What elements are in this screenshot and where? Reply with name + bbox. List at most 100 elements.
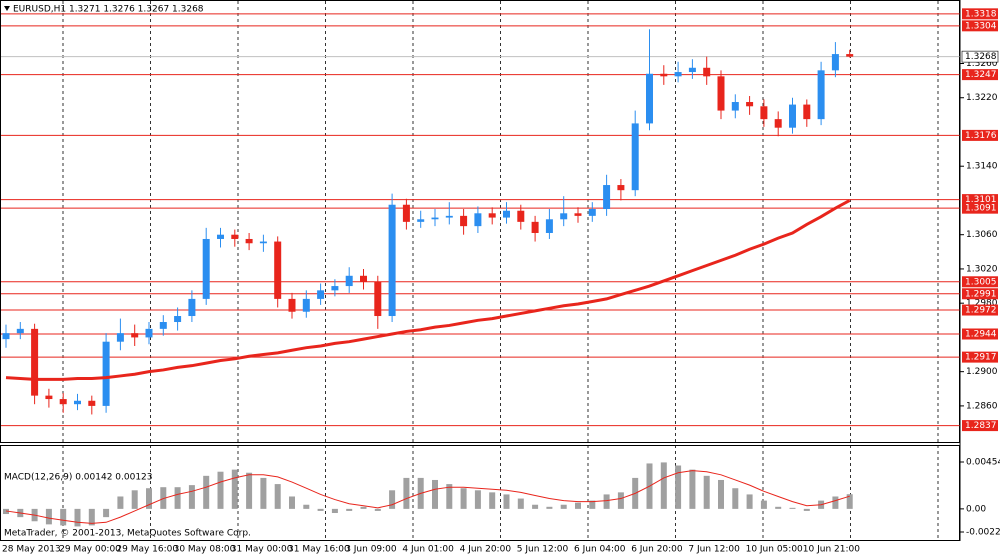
candle-body [774, 119, 782, 128]
candle-body [345, 275, 353, 287]
macd-bar [231, 469, 238, 509]
candle-body [417, 219, 425, 222]
candle-body [317, 290, 325, 299]
macd-bar [589, 500, 596, 509]
current-price-box [961, 50, 999, 63]
candle-body [717, 76, 725, 111]
macd-bar [88, 508, 95, 526]
macd-bar [60, 508, 67, 526]
macd-bar [775, 506, 782, 509]
symbol-menu-icon[interactable] [4, 6, 10, 11]
macd-bar [432, 479, 438, 509]
macd-bar [746, 494, 753, 509]
macd-bar [460, 488, 467, 509]
candle-body [431, 217, 439, 220]
macd-bar [188, 485, 195, 509]
level-label-box [962, 328, 998, 340]
level-label: 1.3005 [965, 277, 997, 287]
candle-body [188, 298, 196, 317]
level-label-box [962, 202, 998, 214]
level-label: 1.3091 [965, 204, 997, 214]
candle-body [88, 400, 96, 406]
candle-body [646, 73, 653, 124]
candle-body [517, 210, 525, 222]
candle-body [817, 70, 825, 120]
candle-body [388, 204, 396, 317]
macd-bar [546, 506, 553, 509]
candle-body [631, 123, 639, 191]
x-tick-label: 30 May 08:00 [174, 545, 236, 555]
candle-body [45, 395, 53, 400]
macd-bar [103, 508, 110, 518]
level-label-box [962, 8, 998, 20]
candle-body [274, 241, 282, 299]
x-tick-label: 3 Jun 09:00 [345, 545, 397, 555]
level-label-box [962, 129, 998, 141]
level-label: 1.3318 [965, 9, 997, 19]
macd-bar [217, 471, 224, 509]
macd-bar [617, 492, 624, 509]
candle-body [488, 213, 496, 218]
candle-body [59, 399, 67, 405]
price-plot [1, 13, 960, 427]
candle-body [803, 104, 811, 120]
macd-bar [660, 462, 667, 509]
x-tick-label: 4 Jun 01:00 [402, 545, 454, 555]
candle-body [145, 328, 153, 338]
level-label: 1.2944 [965, 329, 997, 339]
macd-bar [575, 502, 581, 509]
y-tick-label: 1.3220 [966, 93, 998, 103]
chart-title: EURUSD,H1 1.3271 1.3276 1.3267 1.3268 [13, 5, 204, 15]
level-label-box [962, 304, 998, 316]
candle-body [217, 234, 224, 239]
candle-body [116, 333, 124, 342]
macd-bar [374, 508, 381, 511]
candle-body [360, 275, 367, 282]
macd-signal [5, 470, 850, 524]
macd-bar [360, 506, 367, 509]
macd-bar [274, 484, 281, 509]
macd-bar [446, 484, 453, 509]
candle-body [603, 185, 611, 210]
macd-bar [532, 504, 539, 509]
candle-body [574, 213, 582, 216]
macd-bar [517, 498, 524, 509]
moving-average [5, 199, 851, 381]
macd-bar [689, 469, 696, 509]
y-tick-label: 1.3260 [966, 59, 998, 69]
footer: MetaTrader, © 2001-2013, MetaQuotes Soft… [4, 529, 251, 539]
macd-bar [832, 496, 839, 509]
macd-bar [403, 477, 410, 509]
x-tick-label: 29 May 00:00 [59, 545, 121, 555]
x-tick-label: 6 Jun 20:00 [631, 545, 683, 555]
candle-body [560, 213, 568, 220]
candle-body [588, 209, 596, 216]
x-tick-label: 10 Jun 21:00 [803, 545, 860, 555]
macd-bar [474, 490, 481, 509]
candle-body [31, 328, 39, 396]
candle-body [74, 400, 81, 405]
x-tick-label: 29 May 16:00 [116, 545, 178, 555]
candle-body [760, 106, 768, 120]
candle-body [660, 73, 668, 77]
macd-bar [289, 496, 295, 509]
macd-bar [317, 508, 324, 511]
candle-body [2, 333, 10, 340]
macd-bar [74, 508, 81, 527]
y-tick-label: 1.2980 [966, 299, 998, 309]
candle-body [460, 215, 468, 227]
x-tick-label: 5 Jun 12:00 [517, 545, 569, 555]
y-tick-label: 1.2900 [966, 367, 998, 377]
level-label: 1.2917 [965, 353, 997, 363]
x-tick-label: 10 Jun 05:00 [746, 545, 803, 555]
candle-body [302, 298, 310, 312]
y-tick-label: 1.3060 [966, 230, 998, 240]
candle-body [159, 322, 167, 329]
candle-body [231, 234, 239, 239]
candle-body [259, 241, 267, 244]
level-label: 1.3247 [965, 70, 997, 80]
macd-bar [846, 494, 853, 509]
level-label-box [962, 351, 998, 363]
